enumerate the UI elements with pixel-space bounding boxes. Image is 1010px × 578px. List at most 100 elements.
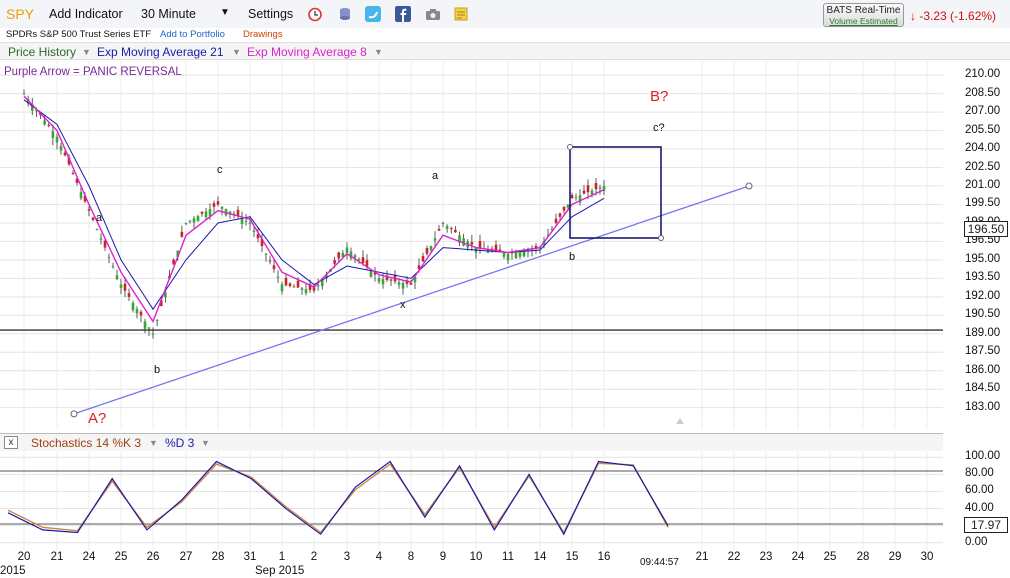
volume-estimated-link[interactable]: Volume Estimated — [829, 16, 898, 26]
price-chart[interactable]: Purple Arrow = PANIC REVERSAL A? B? a b … — [0, 61, 943, 430]
notes-icon[interactable] — [453, 6, 469, 22]
pane-resize-icon[interactable] — [676, 418, 684, 424]
trend-line[interactable] — [73, 185, 750, 415]
candle-body — [196, 216, 200, 222]
stochastics-chart[interactable] — [0, 451, 943, 551]
legend-ema8[interactable]: Exp Moving Average 8 — [247, 45, 367, 59]
candle-body — [260, 238, 264, 247]
data-source-badge[interactable]: BATS Real-Time Volume Estimated — [823, 3, 904, 27]
candle-body — [562, 206, 566, 211]
stoch-d-dropdown-icon[interactable]: ▼ — [201, 438, 210, 448]
ema8-dropdown-icon[interactable]: ▼ — [374, 47, 383, 57]
candle-body — [421, 256, 425, 262]
candle-body — [345, 247, 349, 254]
down-arrow-icon: ↓ — [910, 9, 916, 23]
drawings-link[interactable]: Drawings — [243, 29, 283, 40]
candle-body — [349, 251, 353, 259]
candle-body — [272, 265, 276, 270]
candle-body — [558, 213, 562, 217]
add-indicator-button[interactable]: Add Indicator — [49, 7, 123, 21]
candle-body — [22, 93, 26, 95]
consolidation-box[interactable] — [569, 146, 662, 239]
stochastics-label[interactable]: Stochastics 14 %K 3 — [31, 436, 142, 450]
symbol-label[interactable]: SPY — [6, 6, 35, 22]
candle-body — [43, 120, 46, 125]
candle-body — [135, 309, 139, 314]
candle-body — [296, 280, 300, 288]
facebook-icon[interactable] — [395, 6, 411, 22]
candle-body — [164, 292, 167, 298]
candle-body — [75, 178, 79, 183]
stoch-tick-label: 80.00 — [965, 467, 994, 480]
interval-dropdown-icon[interactable]: ▼ — [220, 7, 230, 18]
ema21-dropdown-icon[interactable]: ▼ — [232, 47, 241, 57]
legend-price-history[interactable]: Price History — [8, 45, 77, 59]
settings-button[interactable]: Settings — [248, 7, 294, 21]
candle-body — [256, 234, 260, 239]
x-tick-label: 15 — [565, 551, 579, 563]
trendline-end-handle[interactable] — [745, 182, 753, 190]
time-label: 09:44:57 — [640, 557, 679, 568]
clock-icon[interactable] — [307, 6, 323, 22]
stoch-tick-label: 60.00 — [965, 484, 994, 497]
add-to-portfolio-link[interactable]: Add to Portfolio — [160, 29, 225, 40]
candle-body — [115, 275, 119, 280]
candle-body — [139, 311, 143, 316]
price-tick-label: 210.00 — [965, 68, 1001, 81]
candle-body — [574, 196, 578, 198]
candle-body — [119, 284, 123, 288]
candle-body — [159, 300, 163, 307]
trendline-start-handle[interactable] — [70, 410, 78, 418]
candle-body — [79, 192, 83, 199]
legend-ema21[interactable]: Exp Moving Average 21 — [97, 45, 224, 59]
candle-body — [341, 252, 345, 258]
candle-body — [550, 229, 554, 231]
x-tick-label: 1 — [278, 551, 286, 563]
price-tick-label: 192.00 — [965, 289, 1001, 302]
wave-c1-label: c — [217, 164, 223, 176]
price-tick-label: 202.50 — [965, 160, 1001, 173]
candle-body — [502, 252, 506, 257]
candle-body — [602, 186, 606, 191]
candle-body — [401, 282, 405, 289]
x-tick-label: 24 — [82, 551, 96, 563]
source-label: BATS Real-Time — [826, 5, 901, 16]
camera-icon[interactable] — [425, 6, 441, 22]
candle-body — [131, 303, 135, 311]
candle-body — [192, 218, 196, 223]
candle-body — [232, 213, 236, 215]
candle-body — [47, 125, 51, 127]
candle-body — [570, 194, 574, 199]
candle-body — [445, 226, 449, 229]
candle-body — [385, 275, 389, 280]
x-tick-label: 25 — [823, 551, 837, 563]
x-tick-label: 16 — [597, 551, 611, 563]
candle-body — [510, 252, 514, 254]
candle-body — [83, 195, 87, 202]
box-handle-bottom-right[interactable] — [658, 235, 664, 241]
candle-body — [425, 247, 429, 254]
twitter-icon[interactable] — [365, 6, 381, 22]
candle-body — [409, 282, 413, 285]
close-icon[interactable]: x — [4, 436, 18, 449]
price-tick-label: 193.50 — [965, 271, 1001, 284]
stoch-k-dropdown-icon[interactable]: ▼ — [149, 438, 158, 448]
box-handle-top-left[interactable] — [567, 144, 573, 150]
x-tick-label: 4 — [375, 551, 383, 563]
stoch-k-line — [7, 460, 669, 536]
candle-body — [377, 278, 381, 282]
database-icon[interactable] — [337, 6, 353, 22]
candle-body — [325, 274, 328, 279]
candle-body — [449, 228, 453, 230]
candle-body — [514, 252, 518, 259]
interval-select[interactable]: 30 Minute — [141, 7, 196, 21]
stoch-d-label[interactable]: %D 3 — [165, 436, 195, 450]
candle-body — [333, 260, 336, 264]
candle-body — [180, 231, 184, 237]
candle-body — [236, 210, 240, 217]
candle-body — [413, 276, 417, 283]
candle-body — [212, 203, 216, 207]
wave-c2-label: c? — [653, 122, 665, 134]
price-history-dropdown-icon[interactable]: ▼ — [82, 47, 91, 57]
candle-body — [494, 244, 498, 252]
